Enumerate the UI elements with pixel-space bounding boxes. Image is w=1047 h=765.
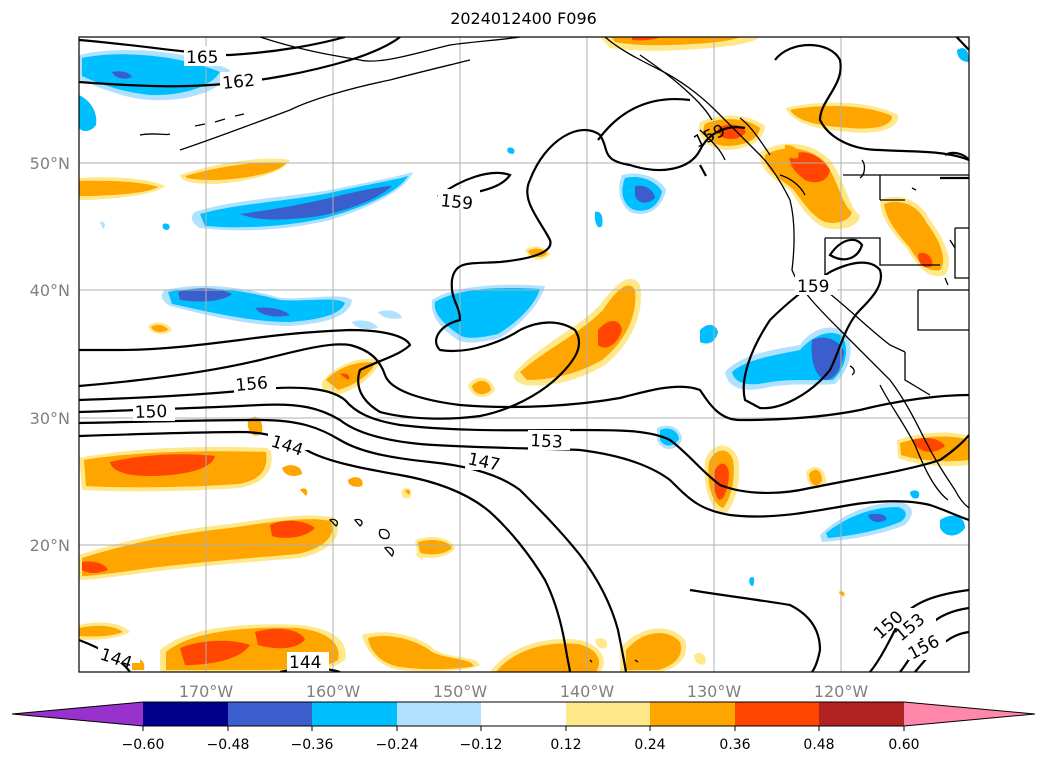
colorbar-tick-0-12: 0.12 (550, 737, 581, 753)
colorbar-swatch-under (12, 702, 143, 726)
colorbar: −0.60 −0.48 −0.36 −0.24 −0.12 0.12 0.24 … (11, 701, 1036, 753)
colorbar-swatch-1 (143, 702, 228, 726)
colorbar-swatch-8 (735, 702, 819, 726)
colorbar-tick-neg-0-12: −0.12 (460, 737, 503, 753)
contour-label-159-california: 159 (797, 277, 829, 297)
colorbar-tick-0-24: 0.24 (634, 737, 665, 753)
colorbar-swatch-9 (819, 702, 904, 726)
lat-label-30n: 30°N (30, 409, 70, 428)
colorbar-swatch-7 (650, 702, 735, 726)
contour-label-162: 162 (221, 71, 255, 94)
lat-label-20n: 20°N (30, 536, 70, 555)
colorbar-swatch-3 (312, 702, 397, 726)
contour-label-165: 165 (186, 48, 218, 68)
map-frame (78, 36, 970, 673)
lon-label-130w: 130°W (687, 682, 742, 701)
colorbar-tick-0-48: 0.48 (803, 737, 834, 753)
colorbar-tick-0-60: 0.60 (888, 737, 919, 753)
colorbar-swatch-6 (566, 702, 650, 726)
colorbar-swatch-4 (397, 702, 481, 726)
contour-label-156: 156 (235, 373, 269, 396)
contour-label-159: 159 (439, 191, 473, 214)
contour-label-150: 150 (134, 402, 167, 423)
colorbar-ticks (142, 726, 905, 731)
lat-label-50n: 50°N (30, 154, 70, 173)
graticule (79, 37, 969, 672)
lon-label-160w: 160°W (306, 682, 361, 701)
colorbar-tick-neg-0-60: −0.60 (122, 737, 165, 753)
lon-label-170w: 170°W (179, 682, 234, 701)
colorbar-swatch-over (904, 702, 1035, 726)
map-area: 165 162 159 159 159 156 150 144 153 147 … (79, 37, 969, 673)
latitude-labels: 50°N 40°N 30°N 20°N (30, 154, 70, 555)
lon-label-140w: 140°W (560, 682, 615, 701)
contour-label-153: 153 (530, 431, 563, 453)
colorbar-tick-0-36: 0.36 (719, 737, 750, 753)
colorbar-swatch-2 (228, 702, 312, 726)
colorbar-swatch-5 (481, 702, 566, 726)
colorbar-tick-neg-0-48: −0.48 (207, 737, 250, 753)
colorbar-tick-neg-0-36: −0.36 (291, 737, 334, 753)
contour-label-144-bottom: 144 (289, 653, 321, 673)
longitude-labels: 170°W 160°W 150°W 140°W 130°W 120°W (179, 682, 869, 701)
map-title: 2024012400 F096 (450, 9, 597, 28)
lon-label-120w: 120°W (814, 682, 869, 701)
lat-label-40n: 40°N (30, 281, 70, 300)
lon-label-150w: 150°W (433, 682, 488, 701)
colorbar-tick-neg-0-24: −0.24 (376, 737, 419, 753)
